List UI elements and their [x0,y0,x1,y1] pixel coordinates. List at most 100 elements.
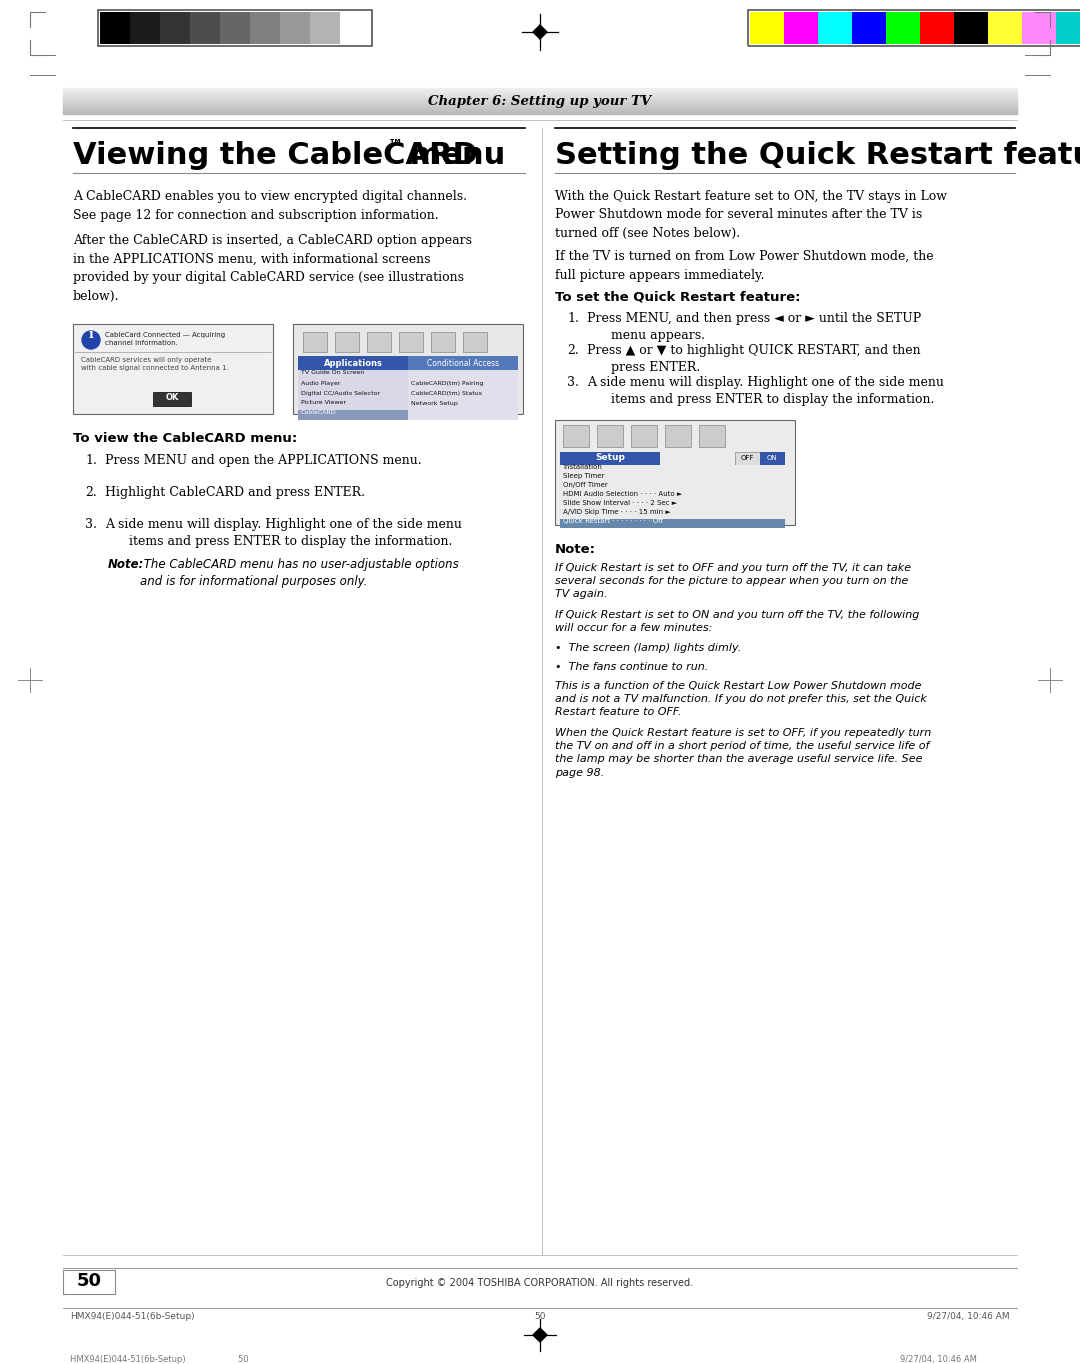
Text: Chapter 6: Setting up your TV: Chapter 6: Setting up your TV [429,95,651,109]
Bar [954,12,988,44]
Text: menu: menu [399,140,505,170]
Text: •  The screen (lamp) lights dimly.: • The screen (lamp) lights dimly. [555,642,741,653]
Text: Slide Show Interval · · · · 2 Sec ►: Slide Show Interval · · · · 2 Sec ► [563,501,677,506]
Text: •  The fans continue to run.: • The fans continue to run. [555,662,708,672]
Text: ON: ON [767,456,778,461]
Bar [298,390,408,400]
Text: To view the CableCARD menu:: To view the CableCARD menu: [73,432,297,445]
Text: A CableCARD enables you to view encrypted digital channels.
See page 12 for conn: A CableCARD enables you to view encrypte… [73,190,467,221]
Text: This is a function of the Quick Restart Low Power Shutdown mode
and is not a TV : This is a function of the Quick Restart … [555,681,927,717]
Bar [463,331,487,352]
Text: Picture Viewer: Picture Viewer [301,401,346,405]
Bar [249,12,280,44]
Bar [73,325,273,415]
Bar [340,12,370,44]
Bar [280,12,310,44]
Text: 9/27/04, 10:46 AM: 9/27/04, 10:46 AM [928,1312,1010,1320]
Text: 1.: 1. [567,312,579,325]
Bar [303,331,327,352]
Text: To set the Quick Restart feature:: To set the Quick Restart feature: [555,291,800,303]
Text: 50: 50 [77,1273,102,1290]
Bar [298,381,408,390]
Text: CableCARD services will only operate: CableCARD services will only operate [81,357,212,363]
Text: Viewing the CableCARD: Viewing the CableCARD [73,140,477,170]
Bar [399,331,423,352]
Text: The CableCARD menu has no user-adjustable options
and is for informational purpo: The CableCARD menu has no user-adjustabl… [140,558,459,588]
Bar [818,12,852,44]
Circle shape [82,331,100,349]
Text: If Quick Restart is set to OFF and you turn off the TV, it can take
several seco: If Quick Restart is set to OFF and you t… [555,563,912,599]
Bar [750,12,784,44]
Text: with cable signal connected to Antenna 1.: with cable signal connected to Antenna 1… [81,366,229,371]
Bar [408,390,518,400]
Text: Press MENU, and then press ◄ or ► until the SETUP
      menu appears.: Press MENU, and then press ◄ or ► until … [588,312,921,342]
Text: Applications: Applications [324,359,382,367]
Text: 3.: 3. [567,376,579,389]
Bar [561,451,660,465]
Bar [631,426,657,447]
Bar [220,12,249,44]
Text: Press ▲ or ▼ to highlight QUICK RESTART, and then
      press ENTER.: Press ▲ or ▼ to highlight QUICK RESTART,… [588,344,920,375]
Bar [408,370,518,381]
Text: Installation: Installation [563,464,602,471]
Bar [153,391,191,406]
Bar [130,12,160,44]
Bar [920,12,954,44]
Bar [298,411,408,420]
Bar [298,400,408,411]
Text: After the CableCARD is inserted, a CableCARD option appears
in the APPLICATIONS : After the CableCARD is inserted, a Cable… [73,235,472,303]
Text: Press MENU and open the APPLICATIONS menu.: Press MENU and open the APPLICATIONS men… [105,454,421,466]
Text: Note:: Note: [555,543,596,557]
Text: A side menu will display. Highlight one of the side menu
      items and press E: A side menu will display. Highlight one … [588,376,944,406]
Bar [852,12,886,44]
Bar [561,518,785,528]
Text: HMX94(E)044-51(6b-Setup)                    50: HMX94(E)044-51(6b-Setup) 50 [70,1354,248,1364]
Bar [431,331,455,352]
Bar [735,451,760,465]
Text: Copyright © 2004 TOSHIBA CORPORATION. All rights reserved.: Copyright © 2004 TOSHIBA CORPORATION. Al… [387,1278,693,1288]
Bar [100,12,130,44]
Bar [699,426,725,447]
Text: HDMI Audio Selection · · · · Auto ►: HDMI Audio Selection · · · · Auto ► [563,491,683,496]
Text: CableCARD(tm) Status: CableCARD(tm) Status [411,390,482,396]
Bar [784,12,818,44]
Text: i: i [89,329,93,341]
Text: Conditional Access: Conditional Access [427,359,499,367]
Text: If the TV is turned on from Low Power Shutdown mode, the
full picture appears im: If the TV is turned on from Low Power Sh… [555,250,933,281]
Bar [408,356,518,370]
Text: 2.: 2. [567,344,579,357]
Bar [561,475,785,483]
Text: With the Quick Restart feature set to ON, the TV stays in Low
Power Shutdown mod: With the Quick Restart feature set to ON… [555,190,947,240]
Bar [298,356,408,370]
Bar [886,12,920,44]
Text: 2.: 2. [85,486,97,499]
Bar [561,483,785,492]
Bar [335,331,359,352]
Bar [561,492,785,501]
Text: OK: OK [165,393,178,401]
Bar [367,331,391,352]
Text: Network Setup: Network Setup [411,401,458,405]
Bar [63,1270,114,1294]
Text: 3.: 3. [85,518,97,531]
Bar [1022,12,1056,44]
Bar [98,10,372,46]
Text: CableCARD(tm) Pairing: CableCARD(tm) Pairing [411,381,484,386]
Text: Setting the Quick Restart feature: Setting the Quick Restart feature [555,140,1080,170]
Bar [408,381,518,390]
Bar [561,465,785,475]
Text: On/Off Timer: On/Off Timer [563,481,608,488]
Bar [1056,12,1080,44]
Bar [408,411,518,420]
Text: A/VID Skip Time · · · · 15 min ►: A/VID Skip Time · · · · 15 min ► [563,509,671,516]
Bar [408,400,518,411]
Bar [563,426,589,447]
Polygon shape [534,1329,546,1342]
Text: A side menu will display. Highlight one of the side menu
      items and press E: A side menu will display. Highlight one … [105,518,462,548]
Text: 1.: 1. [85,454,97,466]
Text: 50: 50 [535,1312,545,1320]
Text: When the Quick Restart feature is set to OFF, if you repeatedly turn
the TV on a: When the Quick Restart feature is set to… [555,728,931,777]
Text: CableCARD: CableCARD [301,411,337,416]
Text: ™: ™ [388,138,403,153]
Bar [748,10,1080,46]
